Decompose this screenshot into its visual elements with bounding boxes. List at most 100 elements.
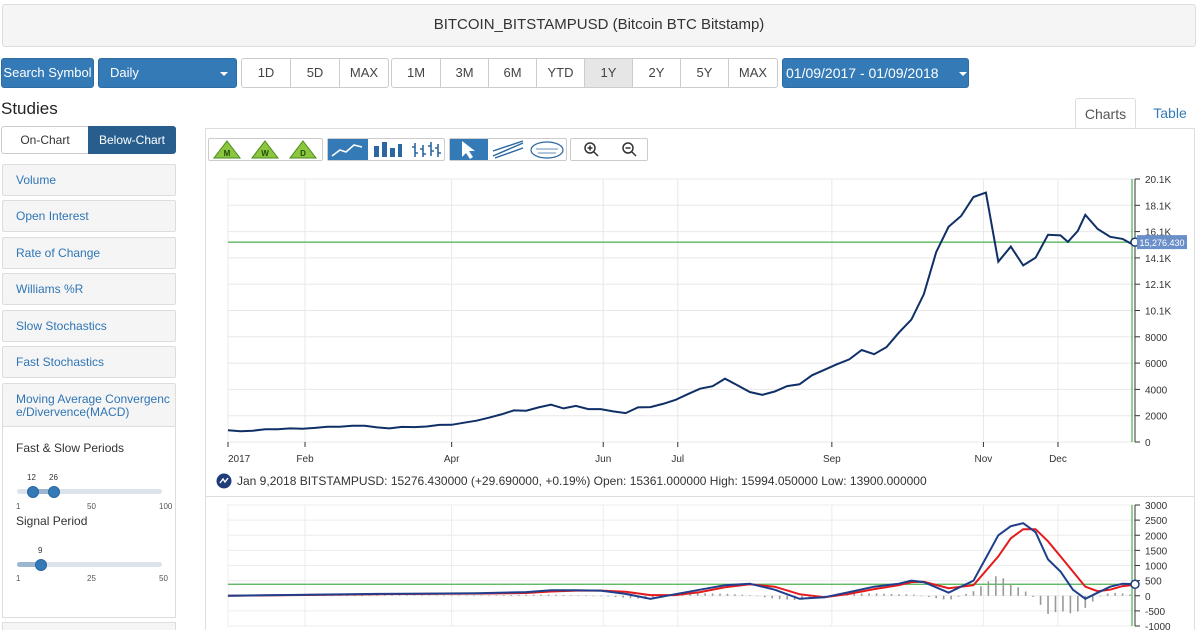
- range-long-3m[interactable]: 3M: [440, 58, 489, 88]
- x-tick-label: 2017: [228, 454, 251, 465]
- histogram-bar: [905, 594, 908, 596]
- range-long-ytd[interactable]: YTD: [536, 58, 585, 88]
- histogram-bar: [756, 595, 759, 597]
- zoom-in-icon[interactable]: [576, 139, 607, 160]
- study-macd[interactable]: Moving Average Convergence/Divervence(MA…: [2, 383, 176, 427]
- y-tick-label: 16.1K: [1145, 228, 1171, 239]
- study-fast-stochastics[interactable]: Fast Stochastics: [2, 346, 176, 378]
- histogram-bar: [1054, 595, 1057, 613]
- histogram-bar: [577, 595, 580, 596]
- daily-icon[interactable]: D: [288, 139, 319, 160]
- histogram-bar: [1062, 595, 1064, 612]
- histogram-bar: [368, 595, 371, 596]
- x-tick-label: Jul: [671, 454, 684, 465]
- y-tick-label: 10.1K: [1145, 307, 1171, 318]
- slow-period-handle[interactable]: [48, 486, 60, 498]
- histogram-bar: [1099, 595, 1102, 597]
- chart-type-toolbar: [327, 138, 445, 161]
- range-short-1d[interactable]: 1D: [241, 58, 291, 88]
- signal-slider[interactable]: [17, 562, 162, 567]
- range-long-1m[interactable]: 1M: [391, 58, 441, 88]
- histogram-bar: [890, 593, 893, 596]
- histogram-bar: [1069, 595, 1072, 614]
- histogram-bar: [1114, 592, 1116, 596]
- fibonacci-icon[interactable]: [528, 139, 566, 160]
- histogram-bar: [920, 595, 923, 597]
- range-long-2y[interactable]: 2Y: [632, 58, 681, 88]
- histogram-bar: [778, 595, 781, 600]
- histogram-bar: [1129, 594, 1131, 596]
- range-short-max[interactable]: MAX: [339, 58, 389, 88]
- macd-chart[interactable]: 3000 2500 2000 1500 1000 500 0 -500 -1000: [205, 498, 1200, 630]
- histogram-bar: [965, 593, 967, 596]
- study-slow-stochastics[interactable]: Slow Stochastics: [2, 310, 176, 342]
- bar-chart-icon[interactable]: [369, 139, 405, 160]
- zoom-toolbar: [570, 138, 648, 161]
- chart-legend: Jan 9,2018 BITSTAMPUSD: 15276.430000 (+2…: [216, 473, 1196, 489]
- tab-charts[interactable]: Charts: [1075, 98, 1136, 128]
- fast-period-handle[interactable]: [27, 486, 39, 498]
- zoom-out-icon[interactable]: [614, 139, 645, 160]
- histogram-bar: [562, 594, 565, 596]
- macd-y-tick-label: 1500: [1145, 546, 1168, 557]
- histogram-bar: [883, 593, 885, 596]
- range-long-6m[interactable]: 6M: [488, 58, 537, 88]
- search-symbol-button[interactable]: Search Symbol: [1, 58, 94, 88]
- weekly-icon[interactable]: W: [250, 139, 281, 160]
- y-tick-label: 2000: [1145, 412, 1168, 423]
- range-long-5y[interactable]: 5Y: [680, 58, 729, 88]
- period-toolbar: M W D: [208, 138, 323, 161]
- signal-period-handle[interactable]: [35, 559, 47, 571]
- chevron-down-icon: [220, 72, 228, 76]
- study-rate-of-change[interactable]: Rate of Change: [2, 237, 176, 269]
- y-tick-label: 4000: [1145, 385, 1168, 396]
- histogram-bar: [622, 595, 624, 598]
- histogram-bar: [607, 595, 609, 597]
- histogram-bar: [443, 595, 445, 596]
- histogram-bar: [1039, 595, 1042, 605]
- last-value-badge: [1137, 235, 1187, 250]
- y-tick-label: 0: [1145, 438, 1151, 449]
- macd-last-point-marker[interactable]: [1130, 579, 1140, 590]
- series-line-icon: [216, 473, 232, 489]
- histogram-bar: [1024, 591, 1027, 596]
- draw-trend-icon[interactable]: [489, 139, 527, 160]
- price-series-line: [227, 191, 1136, 433]
- macd-y-tick-label: 0: [1145, 592, 1151, 603]
- ohlc-icon[interactable]: [407, 139, 444, 160]
- periods-slider[interactable]: [17, 489, 162, 494]
- range-long-1y[interactable]: 1Y: [584, 58, 633, 88]
- histogram-bar: [808, 595, 811, 599]
- tab-table[interactable]: Table: [1153, 105, 1187, 121]
- histogram-bar: [503, 595, 505, 596]
- histogram-bar: [383, 595, 386, 596]
- monthly-letter: M: [224, 149, 231, 158]
- histogram-bar: [853, 593, 856, 596]
- histogram-bar: [696, 593, 699, 596]
- monthly-icon[interactable]: M: [212, 139, 243, 160]
- histogram-bar: [435, 595, 438, 596]
- histogram-bar: [547, 594, 550, 596]
- pointer-icon[interactable]: [450, 139, 488, 160]
- histogram-bar: [227, 595, 229, 597]
- range-long-max[interactable]: MAX: [728, 58, 778, 88]
- range-short-5d[interactable]: 5D: [290, 58, 340, 88]
- x-tick-label: Nov: [975, 454, 993, 465]
- studies-heading: Studies: [1, 99, 58, 118]
- price-chart[interactable]: 20.1K 18.1K 16.1K 14.1K 12.1K 10.1K 8000 6000 40…: [205, 165, 1200, 495]
- histogram-bar: [980, 586, 982, 596]
- study-williams-r[interactable]: Williams %R: [2, 273, 176, 305]
- study-open-interest[interactable]: Open Interest: [2, 200, 176, 232]
- y-tick-label: 14.1K: [1145, 254, 1171, 265]
- date-range-select[interactable]: 01/09/2017 - 01/09/2018: [782, 58, 969, 88]
- histogram-bar: [361, 595, 363, 596]
- histogram-bar: [957, 595, 960, 597]
- frequency-select[interactable]: Daily: [98, 58, 237, 88]
- page-title: BITCOIN_BITSTAMPUSD (Bitcoin BTC Bitstam…: [2, 4, 1196, 47]
- study-volume[interactable]: Volume: [2, 164, 176, 196]
- below-chart-toggle[interactable]: Below-Chart: [88, 126, 176, 154]
- on-chart-toggle[interactable]: On-Chart: [1, 126, 89, 154]
- histogram-bar: [875, 593, 878, 596]
- y-tick-label: 12.1K: [1145, 280, 1171, 291]
- line-chart-icon[interactable]: [328, 139, 368, 160]
